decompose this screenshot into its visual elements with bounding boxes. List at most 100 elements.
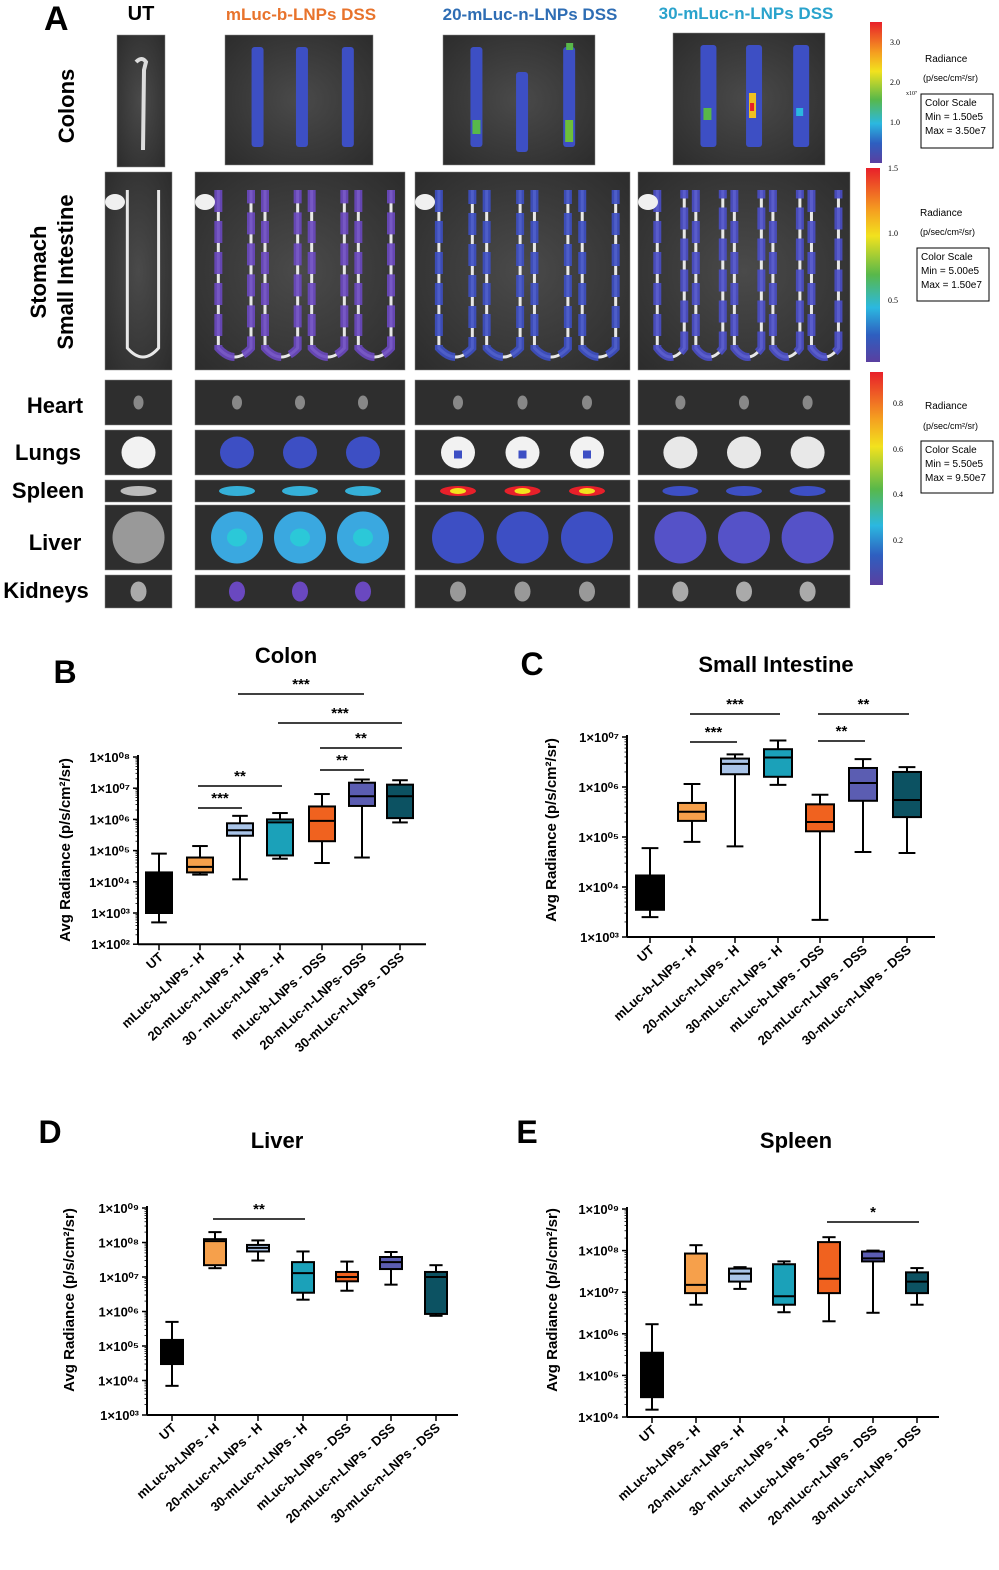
colon-hotspot	[565, 120, 574, 142]
y-tick-label: 1×10⁰⁵	[578, 1368, 619, 1383]
y-tick-label: 1×10⁰⁵	[89, 844, 130, 859]
y-tick-label: 1×10⁰⁷	[99, 1270, 139, 1285]
colon-signal	[516, 72, 529, 152]
colon-signal	[341, 47, 354, 147]
spleen-hotspot	[514, 488, 531, 494]
significance-label: **	[253, 1201, 265, 1218]
row-label-lungs: Lungs	[15, 440, 81, 465]
colorbar-tick: 0.5	[888, 296, 898, 305]
row-label-stomach: Stomach	[26, 226, 51, 319]
significance-label: ***	[726, 696, 744, 713]
spleen-hotspot	[450, 488, 466, 494]
significance-label: ***	[292, 676, 310, 693]
box	[728, 1267, 752, 1283]
y-axis-label: Avg Radiance (p/s/cm²/sr)	[57, 758, 74, 942]
y-axis-label: Avg Radiance (p/s/cm²/sr)	[544, 1208, 561, 1392]
box	[203, 1238, 227, 1267]
box	[424, 1270, 448, 1315]
lungs-tissue	[727, 436, 761, 469]
stomach-tissue	[105, 194, 125, 210]
colon-hotspot	[796, 108, 804, 116]
row-label-kidneys: Kidneys	[3, 578, 89, 603]
y-tick-label: 1×10⁰³	[91, 906, 130, 921]
box	[684, 1252, 708, 1295]
box	[720, 757, 750, 776]
spleen-tissue	[345, 486, 381, 496]
y-tick-label: 1×10⁰³	[580, 930, 619, 945]
kidneys-tissue	[450, 581, 466, 602]
kidneys-tissue	[799, 581, 816, 602]
y-tick-label: 1×10⁰⁹	[578, 1202, 619, 1217]
significance-label: **	[836, 723, 848, 740]
box	[308, 805, 336, 843]
kidneys-tissue	[229, 581, 245, 602]
spleen-tissue	[219, 486, 255, 496]
colorbar-multiplier: x10⁷	[906, 91, 917, 97]
color-scale-box	[916, 247, 990, 302]
lungs-tissue	[121, 436, 156, 469]
stomach-tissue	[638, 194, 658, 210]
colorbar	[870, 372, 883, 585]
color-scale-organs: 0.8 0.6 0.4 0.2 Radiance (p/sec/cm²/sr) …	[870, 372, 994, 585]
color-scale-colons: 3.0 2.0 1.0 x10⁷ Radiance (p/sec/cm²/sr)…	[870, 22, 994, 163]
lungs-tissue	[346, 436, 380, 469]
column-header-30-mluc-n: 30-mLuc-n-LNPs DSS	[659, 4, 834, 23]
intestine-tissue	[125, 190, 161, 359]
box	[186, 856, 214, 874]
color-scale-box	[920, 93, 994, 149]
significance-label: **	[336, 752, 348, 769]
chart-liver: D Liver Avg Radiance (p/s/cm²/sr) 1×10⁰⁹ 1×1…	[38, 1114, 458, 1526]
small-intestine-image	[414, 171, 631, 371]
lungs-signal	[454, 450, 462, 459]
y-tick-label: 1×10⁰⁶	[579, 1327, 619, 1342]
colorbar-tick: 0.2	[893, 536, 903, 545]
box	[861, 1250, 885, 1263]
spleen-tissue	[662, 486, 699, 496]
liver-tissue	[654, 511, 707, 564]
color-scale-min: Min = 5.50e5	[925, 459, 984, 470]
colorbar-tick: 0.8	[893, 399, 903, 408]
row-label-colons: Colons	[54, 69, 79, 144]
colorbar-tick: 3.0	[890, 38, 900, 47]
y-tick-label: 1×10⁰⁶	[579, 780, 619, 795]
heart-tissue	[675, 395, 686, 410]
y-tick-label: 1×10⁰⁷	[90, 781, 130, 796]
colorbar	[866, 168, 880, 362]
y-tick-label: 1×10⁰³	[100, 1408, 139, 1423]
colorbar-tick: 1.0	[890, 118, 900, 127]
chart-spleen: E Spleen Avg Radiance (p/s/cm²/sr) 1×10⁰⁹ 1×…	[516, 1114, 939, 1528]
colorbar	[870, 22, 882, 163]
kidneys-tissue	[672, 581, 689, 602]
heart-tissue	[295, 395, 305, 410]
liver-tissue	[561, 511, 613, 564]
y-tick-label: 1×10⁰⁷	[579, 1285, 619, 1300]
heart-tissue	[358, 395, 368, 410]
y-tick-label: 1×10⁰⁹	[98, 1201, 139, 1216]
box	[817, 1241, 841, 1295]
y-tick-label: 1×10⁰⁸	[578, 1244, 619, 1259]
radiance-unit: (p/sec/cm²/sr)	[923, 421, 978, 431]
row-label-liver: Liver	[29, 530, 82, 555]
color-scale-title: Color Scale	[925, 98, 977, 109]
liver-hotspot	[353, 528, 373, 547]
y-tick-label: 1×10⁰⁴	[578, 880, 619, 895]
colon-hotspot	[750, 103, 755, 111]
heart-tissue	[802, 395, 813, 410]
colorbar-tick: 1.5	[888, 164, 898, 173]
box	[291, 1261, 315, 1294]
colon-signal	[251, 47, 264, 147]
box	[763, 748, 793, 778]
stomach-tissue	[195, 194, 215, 210]
y-tick-label: 1×10⁰²	[91, 937, 130, 952]
row-label-spleen: Spleen	[12, 478, 84, 503]
x-tick-label: UT	[156, 1420, 179, 1443]
y-axis-label: Avg Radiance (p/s/cm²/sr)	[61, 1208, 78, 1392]
heart-tissue	[133, 395, 144, 410]
y-tick-label: 1×10⁰⁸	[89, 750, 130, 765]
intestine-tissue	[437, 190, 618, 359]
spleen-tissue	[726, 486, 762, 496]
kidneys-tissue	[514, 581, 531, 602]
significance-label: **	[858, 696, 870, 713]
y-tick-label: 1×10⁰⁶	[90, 812, 130, 827]
